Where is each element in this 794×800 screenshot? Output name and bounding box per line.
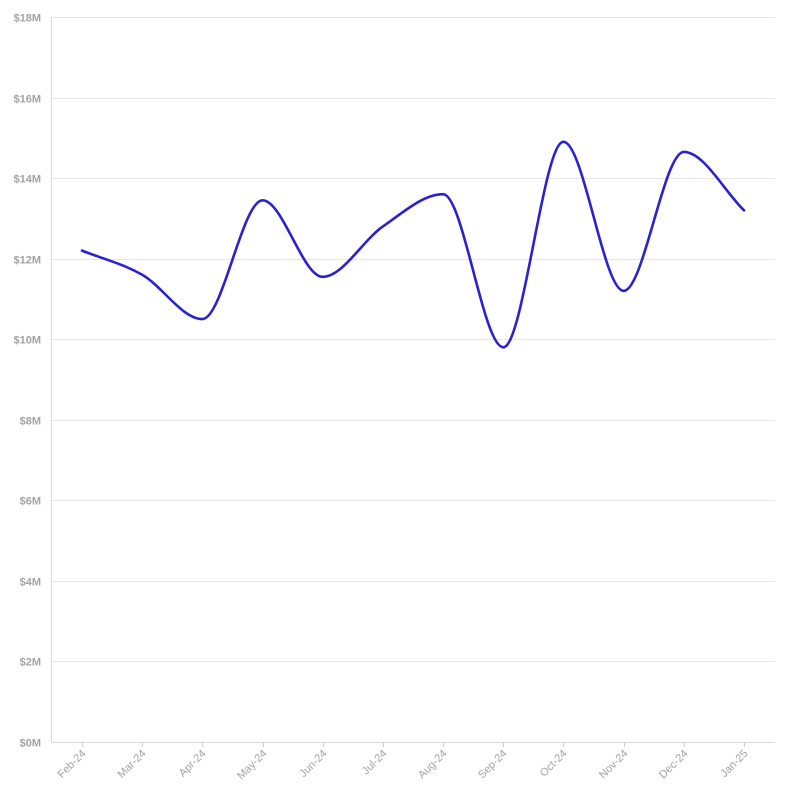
x-tick-label: Dec-24: [657, 748, 691, 782]
y-tick-label: $18M: [13, 13, 41, 25]
x-tick-label: Feb-24: [55, 748, 88, 781]
series-lines: [80, 140, 746, 349]
axes: [51, 17, 775, 747]
x-tick-label: Oct-24: [538, 748, 570, 780]
y-tick-label: $12M: [13, 255, 41, 267]
grid-lines: [51, 17, 775, 662]
x-tick-label: Mar-24: [115, 748, 148, 781]
x-tick-label: Nov-24: [597, 748, 631, 782]
x-tick-label: Sep-24: [476, 748, 510, 782]
y-tick-label: $4M: [20, 577, 41, 589]
x-tick-label: Jun-24: [297, 748, 329, 780]
y-tick-label: $14M: [13, 174, 41, 186]
x-tick-label: Jul-24: [360, 748, 390, 778]
x-axis-tick-labels: Feb-24 Mar-24 Apr-24 May-24 Jun-24 Jul-24 Aug-…: [55, 748, 750, 782]
y-tick-label: $0M: [20, 738, 41, 750]
x-tick-label: May-24: [235, 748, 269, 782]
x-tick-label: Aug-24: [416, 748, 450, 782]
series-line-0: [80, 140, 746, 349]
y-tick-label: $16M: [13, 94, 41, 106]
y-tick-label: $6M: [20, 496, 41, 508]
y-axis-tick-labels: $0M $2M $4M $6M $8M $10M $12M $14M $16M $18M: [13, 13, 41, 750]
x-tick-label: Apr-24: [177, 748, 209, 780]
x-tick-label: Jan-25: [718, 748, 750, 780]
y-tick-label: $2M: [20, 657, 41, 669]
y-tick-label: $10M: [13, 335, 41, 347]
y-tick-label: $8M: [20, 416, 41, 428]
